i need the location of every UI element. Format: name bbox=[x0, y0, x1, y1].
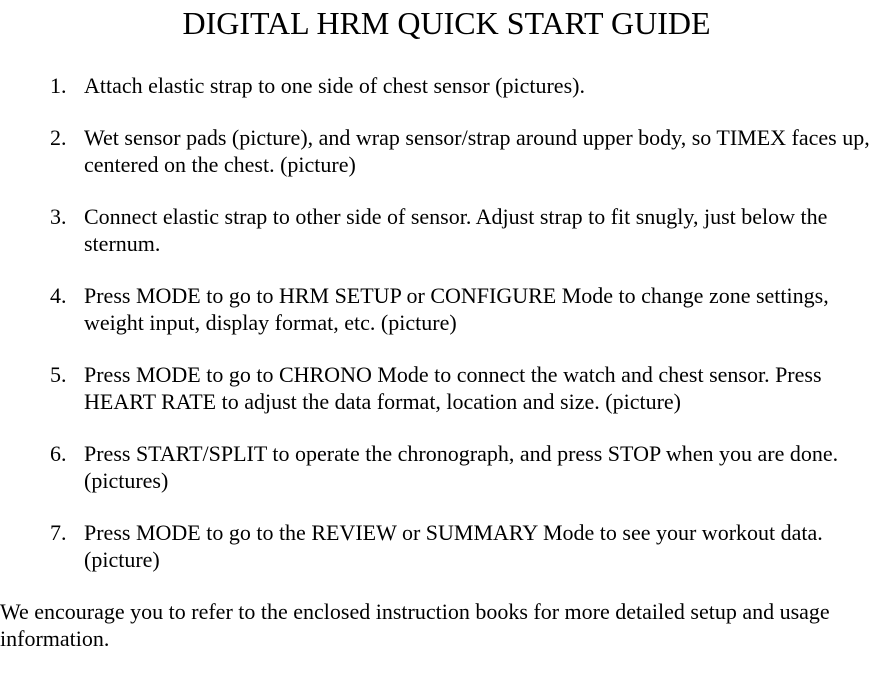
footer-note: We encourage you to refer to the enclose… bbox=[0, 598, 893, 653]
steps-list: Attach elastic strap to one side of ches… bbox=[0, 72, 893, 574]
step-item: Attach elastic strap to one side of ches… bbox=[72, 72, 893, 100]
step-item: Press START/SPLIT to operate the chronog… bbox=[72, 440, 893, 495]
step-item: Press MODE to go to CHRONO Mode to conne… bbox=[72, 361, 893, 416]
step-item: Press MODE to go to the REVIEW or SUMMAR… bbox=[72, 519, 893, 574]
document-page: DIGITAL HRM QUICK START GUIDE Attach ela… bbox=[0, 0, 893, 673]
step-item: Wet sensor pads (picture), and wrap sens… bbox=[72, 124, 893, 179]
page-title: DIGITAL HRM QUICK START GUIDE bbox=[0, 0, 893, 42]
step-item: Connect elastic strap to other side of s… bbox=[72, 203, 893, 258]
step-item: Press MODE to go to HRM SETUP or CONFIGU… bbox=[72, 282, 893, 337]
